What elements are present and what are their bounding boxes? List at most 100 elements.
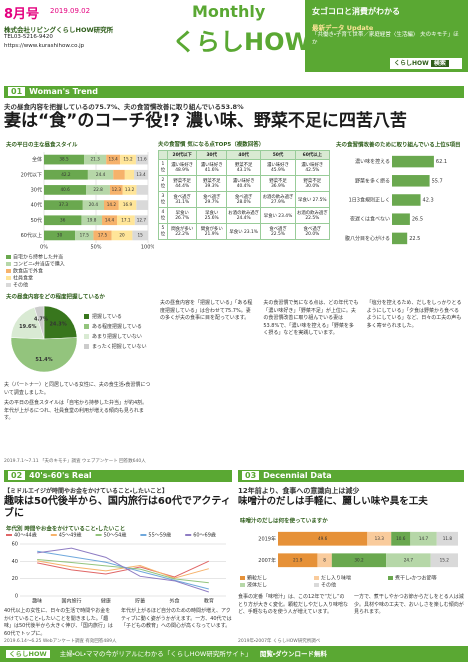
note: 2019年・2007年 くらしHOW研究所調べ bbox=[238, 639, 321, 644]
table-cell: 早食い 25.6% bbox=[196, 207, 228, 224]
legend-swatch bbox=[6, 534, 12, 536]
monthly: Monthly bbox=[192, 2, 266, 21]
table-cell: 間食が多い 21.9% bbox=[196, 223, 228, 240]
data-label: 38.5 bbox=[59, 157, 69, 162]
legend-label: 60～69歳 bbox=[193, 532, 216, 539]
bar-segment bbox=[106, 154, 121, 165]
paragraph: 夫の平日の昼食スタイルは「自宅から持参した弁当」が約4割。年代が上がるにつれ、社… bbox=[4, 400, 148, 421]
bar-segment bbox=[75, 230, 94, 241]
data-label: 20 bbox=[119, 232, 125, 237]
table-header: 40代 bbox=[226, 150, 262, 160]
x-tick-label: 50% bbox=[90, 245, 101, 251]
footer-logo: くらしHOW bbox=[6, 650, 50, 658]
data-label: 15.2 bbox=[440, 557, 450, 562]
x-tick-label: 0% bbox=[40, 245, 48, 251]
bar bbox=[392, 194, 421, 206]
bar-segment bbox=[82, 200, 105, 210]
x-tick-label: 貯蓄 bbox=[135, 598, 145, 605]
body-text: 夫（パートナー）と同居している女性に、夫の食生活・食習慣について調査しました。夫… bbox=[4, 382, 152, 426]
x-tick-label: 国内旅行 bbox=[61, 598, 81, 605]
table-cell: 食べ過ぎ 31.1% bbox=[166, 191, 198, 208]
legend-swatch bbox=[240, 583, 245, 587]
bar-segment bbox=[44, 215, 82, 226]
legend-swatch bbox=[84, 334, 89, 339]
bar-segment bbox=[124, 169, 135, 180]
search-button[interactable]: 検索 bbox=[430, 60, 449, 67]
table-row: 3位 食べ過ぎ 31.1% 食べ過ぎ 29.7% 食べ過ぎ 28.0% お酒の飲み過ぎ … bbox=[158, 191, 331, 208]
legend-swatch bbox=[95, 534, 102, 536]
legend-swatch bbox=[84, 314, 89, 319]
search-logo: くらしHOW bbox=[394, 60, 429, 67]
table-cell: 野菜不足 30.0% bbox=[294, 175, 331, 192]
data-label: 26.5 bbox=[412, 217, 423, 223]
headline: 趣味は50代後半から、国内旅行は60代でアクティブに bbox=[4, 496, 231, 519]
legend-swatch bbox=[185, 534, 192, 536]
y-tick-label: 60 bbox=[12, 542, 18, 548]
table-row: 20代以下 30代 40代 50代 60代以上 bbox=[158, 150, 331, 160]
data-label: 42.2 bbox=[61, 172, 71, 177]
bar-segment bbox=[44, 200, 83, 210]
footer: くらしHOW 主婦・OL・ママの今がリアルにわかる「くらしHOW研究所サイト」 … bbox=[0, 646, 468, 662]
legend-swatch bbox=[84, 324, 89, 329]
bar bbox=[392, 175, 430, 187]
y-tick-label: 50代 bbox=[31, 217, 42, 224]
data-label: 22.8 bbox=[93, 187, 103, 192]
bar-segment bbox=[113, 169, 125, 180]
y-tick-label: 全体 bbox=[32, 156, 42, 163]
bar-segment bbox=[102, 215, 118, 226]
lead: 12年前より、食事への意識向上は減少 bbox=[238, 487, 360, 495]
data-label: 51.4% bbox=[35, 357, 52, 363]
table-cell: 食べ過ぎ 29.7% bbox=[196, 191, 228, 208]
chart: 夫の平日の主な昼食スタイル 0% 50% 100% 全体 38.5 21.3 13.4 15.2… bbox=[6, 141, 154, 289]
pie-slice bbox=[34, 305, 45, 340]
legend-swatch bbox=[314, 576, 319, 580]
data-label: 37.3 bbox=[59, 202, 69, 207]
section-label: Decennial Data bbox=[263, 471, 332, 480]
line bbox=[37, 547, 209, 593]
data-label: 14.4 bbox=[105, 217, 115, 222]
y-tick-label: 40代 bbox=[31, 202, 42, 209]
pie-slice bbox=[43, 305, 78, 340]
table-cell: 食べ過ぎ 22.5% bbox=[260, 223, 296, 240]
table-cell: 濃い味好き 42.5% bbox=[294, 159, 331, 176]
table-cell: お酒の飲み過ぎ 27.9% bbox=[260, 191, 296, 208]
data-label: 14.7 bbox=[419, 536, 429, 541]
paragraph: 一方で、煮干しやかつお節からだしをとる人は減少。具材や味の工夫で、おいしさを楽し… bbox=[354, 594, 464, 615]
table-cell: 早食い 26.7% bbox=[166, 207, 198, 224]
legend-swatch bbox=[140, 534, 147, 536]
table-cell: お酒の飲み過ぎ 24.4% bbox=[226, 207, 262, 224]
table-header: 30代 bbox=[196, 150, 228, 160]
table-cell: お酒の飲み過ぎ 22.5% bbox=[294, 207, 331, 224]
section-label: 40's-60's Real bbox=[29, 471, 92, 480]
table-box: 夫の食習慣 気になる点TOP5（複数回答） 20代以下 30代 40代 50代 60代以… bbox=[158, 140, 331, 240]
line bbox=[37, 560, 209, 579]
legend-label: だし入り味噌 bbox=[321, 575, 351, 582]
section-number: 03 bbox=[242, 471, 260, 480]
y-tick-label: 野菜を多く摂る bbox=[355, 177, 390, 184]
data-label: 13.4 bbox=[108, 157, 118, 162]
table-header bbox=[158, 150, 168, 160]
search-box[interactable]: くらしHOW 検索 bbox=[390, 58, 462, 69]
table-cell: 野菜不足 44.4% bbox=[166, 175, 198, 192]
data-label: 36 bbox=[60, 217, 66, 222]
data-label: 12.7 bbox=[137, 217, 147, 222]
legend-label: 自宅から持参した弁当 bbox=[13, 254, 63, 261]
legend-label: その他 bbox=[321, 582, 336, 589]
table-cell: 野菜不足 36.9% bbox=[260, 175, 296, 192]
bar-segment bbox=[93, 230, 112, 241]
data-label: 13.2 bbox=[125, 187, 135, 192]
data-label: 21.3 bbox=[90, 157, 100, 162]
x-tick-label: 教育 bbox=[204, 598, 214, 605]
bar-segment bbox=[136, 200, 148, 210]
table-header: 60代以上 bbox=[294, 150, 331, 160]
legend-swatch bbox=[84, 344, 89, 349]
bar-segment bbox=[109, 185, 123, 195]
data-label: 24.3% bbox=[49, 322, 66, 328]
y-tick-label: 30代 bbox=[31, 186, 42, 193]
table-cell: 野菜不足 39.3% bbox=[196, 175, 228, 192]
footer-free: 閲覧・ダウンロード無料 bbox=[259, 650, 328, 658]
legend-label: 社員食堂 bbox=[13, 275, 33, 282]
table-cell: 2位 bbox=[158, 175, 168, 192]
data-label: 20.4 bbox=[89, 202, 99, 207]
